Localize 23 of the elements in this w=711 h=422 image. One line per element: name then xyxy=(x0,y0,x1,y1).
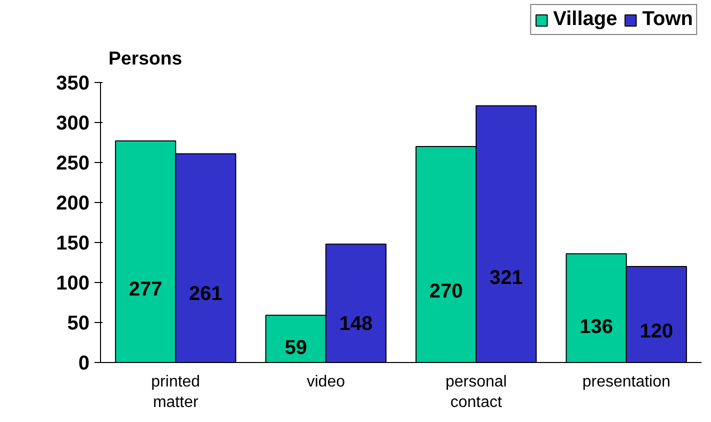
data-label: 59 xyxy=(284,336,307,359)
data-label: 136 xyxy=(580,316,614,338)
data-label: 270 xyxy=(429,280,463,302)
legend-label: Town xyxy=(642,8,693,31)
x-tick-label: presentation xyxy=(582,374,670,390)
y-tick-label: 0 xyxy=(78,352,90,374)
y-tick-label: 200 xyxy=(56,192,90,214)
data-label: 148 xyxy=(339,313,373,336)
data-label: 261 xyxy=(188,282,222,305)
x-tick-label: video xyxy=(306,374,346,390)
x-tick-label: personal contact xyxy=(445,374,507,411)
y-tick-label: 50 xyxy=(67,312,90,334)
y-tick-label: 100 xyxy=(56,272,90,294)
legend-label: Village xyxy=(553,8,618,31)
data-label: 120 xyxy=(640,320,674,342)
x-tick-label: printed matter xyxy=(151,374,200,411)
y-tick-label: 250 xyxy=(56,152,90,174)
y-axis-title: Persons xyxy=(108,48,182,68)
data-label: 321 xyxy=(489,266,523,289)
y-tick-label: 350 xyxy=(56,72,90,94)
y-tick-label: 300 xyxy=(56,112,90,134)
data-label: 277 xyxy=(128,278,162,301)
y-tick-label: 150 xyxy=(56,232,90,254)
